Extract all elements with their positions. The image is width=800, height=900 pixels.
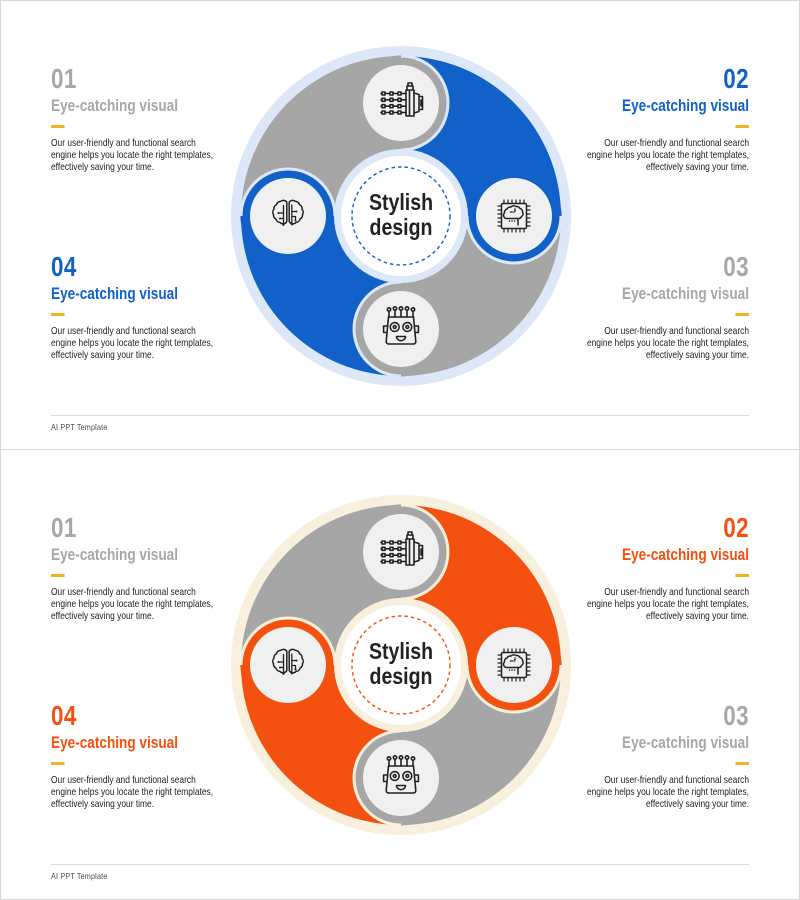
step-block-01: 01 Eye-catching visual Our user-friendly… (51, 514, 215, 622)
accent-dash (51, 312, 65, 316)
step-block-03: 03 Eye-catching visual Our user-friendly… (585, 253, 749, 361)
step-title: Eye-catching visual (51, 284, 178, 303)
step-block-01: 01 Eye-catching visual Our user-friendly… (51, 65, 215, 173)
step-title: Eye-catching visual (622, 733, 749, 752)
step-block-04: 04 Eye-catching visual Our user-friendly… (51, 253, 215, 361)
step-number: 02 (723, 512, 749, 543)
step-number: 04 (51, 700, 77, 731)
step-number: 01 (51, 63, 77, 94)
step-number: 02 (723, 63, 749, 94)
step-description: Our user-friendly and functional search … (51, 136, 214, 173)
diagram-center-title: Stylish design (368, 189, 434, 241)
footer-credit: AI PPT Template (51, 422, 108, 432)
accent-dash (735, 312, 749, 316)
accent-dash (51, 761, 65, 765)
step-number: 04 (51, 251, 77, 282)
step-block-04: 04 Eye-catching visual Our user-friendly… (51, 702, 215, 810)
step-number: 03 (723, 700, 749, 731)
step-title: Eye-catching visual (622, 284, 749, 303)
step-description: Our user-friendly and functional search … (586, 773, 749, 810)
step-title: Eye-catching visual (51, 545, 178, 564)
accent-dash (51, 124, 65, 128)
accent-dash (735, 573, 749, 577)
accent-dash (735, 761, 749, 765)
step-title: Eye-catching visual (51, 96, 178, 115)
accent-dash (735, 124, 749, 128)
footer-credit: AI PPT Template (51, 871, 108, 881)
step-block-03: 03 Eye-catching visual Our user-friendly… (585, 702, 749, 810)
step-description: Our user-friendly and functional search … (586, 136, 749, 173)
step-description: Our user-friendly and functional search … (51, 773, 214, 810)
step-number: 01 (51, 512, 77, 543)
footer-divider (51, 415, 749, 416)
step-description: Our user-friendly and functional search … (51, 324, 214, 361)
slide-orange-variant[interactable]: 01 Eye-catching visual Our user-friendly… (0, 450, 800, 900)
footer-divider (51, 864, 749, 865)
step-title: Eye-catching visual (622, 545, 749, 564)
diagram-center-title: Stylish design (368, 638, 434, 690)
step-description: Our user-friendly and functional search … (51, 585, 214, 622)
step-block-02: 02 Eye-catching visual Our user-friendly… (585, 65, 749, 173)
step-title: Eye-catching visual (622, 96, 749, 115)
step-block-02: 02 Eye-catching visual Our user-friendly… (585, 514, 749, 622)
step-number: 03 (723, 251, 749, 282)
step-description: Our user-friendly and functional search … (586, 585, 749, 622)
step-description: Our user-friendly and functional search … (586, 324, 749, 361)
accent-dash (51, 573, 65, 577)
slide-blue-variant[interactable]: 01 Eye-catching visual Our user-friendly… (0, 0, 800, 450)
step-title: Eye-catching visual (51, 733, 178, 752)
